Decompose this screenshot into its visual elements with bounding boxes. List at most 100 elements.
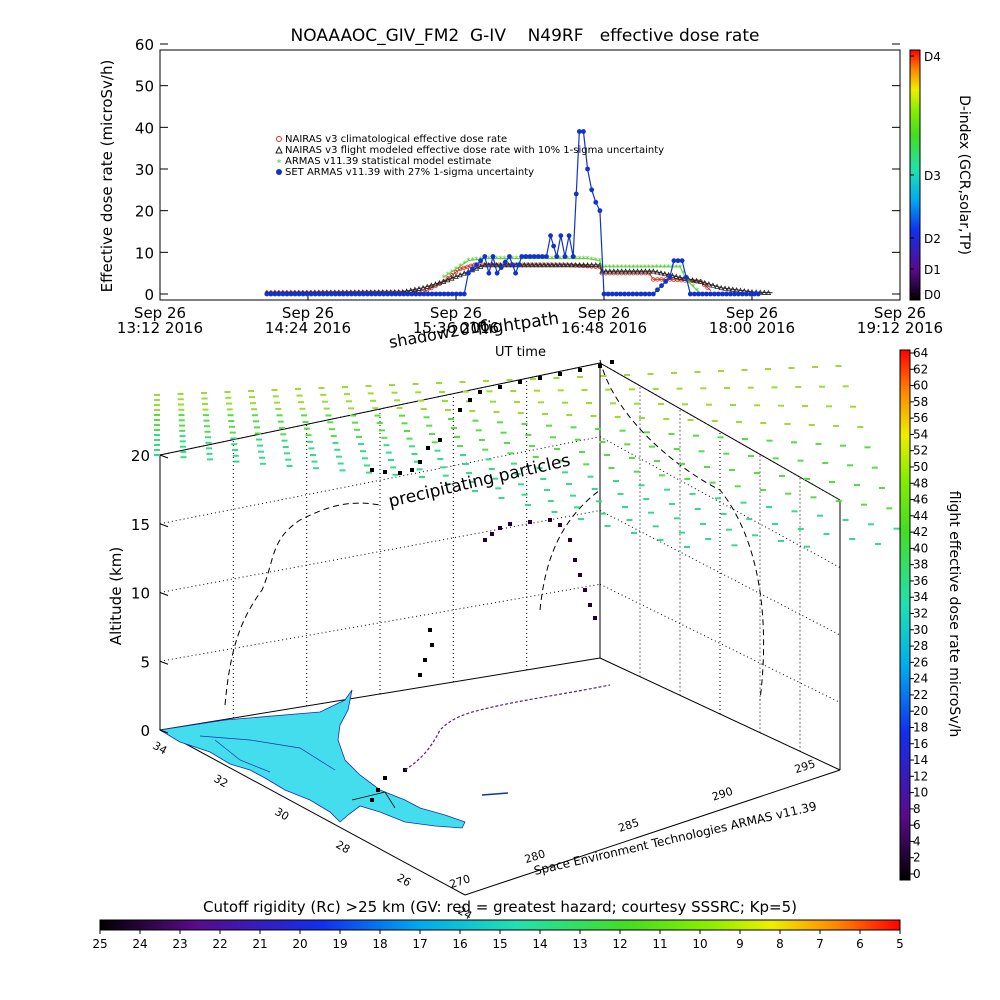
altitude-tick-label: 5 <box>140 653 150 671</box>
series-point <box>597 208 603 214</box>
series-point: * <box>466 257 470 266</box>
series-point: * <box>475 256 479 265</box>
series-point <box>441 278 447 284</box>
series-point <box>473 265 480 271</box>
rigidity-tick-label: 20 <box>292 937 307 951</box>
dose-colorbar-tick-label: 16 <box>913 737 928 751</box>
series-point <box>523 254 529 259</box>
top-legend: NAIRAS v3 climatological effective dose … <box>275 134 664 178</box>
series-point <box>727 291 733 297</box>
series-point <box>677 274 683 280</box>
series-point: * <box>554 255 558 264</box>
flight-point <box>376 788 380 792</box>
series-point: * <box>530 255 534 264</box>
dose-colorbar-tick-label: 56 <box>913 411 928 425</box>
dindex-label: D-index (GCR,solar,TP) <box>956 95 972 255</box>
rigidity-tick-label: 18 <box>372 937 387 951</box>
series-point: * <box>510 255 514 264</box>
dose-colorbar-tick-label: 20 <box>913 704 928 718</box>
series-point: * <box>608 263 612 272</box>
flight-point <box>478 390 482 394</box>
dose-colorbar-tick-label: 32 <box>913 607 928 621</box>
series-point <box>268 291 274 297</box>
series-point <box>618 291 623 297</box>
flight-point <box>573 558 577 562</box>
flight-point <box>598 364 602 368</box>
series-point <box>529 261 535 268</box>
island <box>481 792 509 796</box>
top-plot-frame <box>159 49 901 301</box>
flight-point <box>398 471 402 475</box>
series-point <box>328 291 334 297</box>
series-point: * <box>612 263 616 272</box>
longitude-tick-label: 295 <box>793 757 817 776</box>
series-point: * <box>647 263 651 272</box>
grid-line <box>159 510 601 593</box>
series-point <box>401 291 407 297</box>
dose-colorbar-tick-label: 34 <box>913 590 928 604</box>
series-point <box>516 262 522 268</box>
series-point: * <box>454 265 458 274</box>
series-point <box>687 291 693 297</box>
dose-colorbar-tick-label: 60 <box>913 379 928 393</box>
series-line <box>443 258 701 295</box>
series-point: * <box>586 255 590 264</box>
series-point: * <box>655 263 659 272</box>
dindex-tick-label: D1 <box>924 263 941 277</box>
series-point: * <box>442 273 446 282</box>
flight-point <box>498 385 502 389</box>
series-point <box>663 279 669 284</box>
series-point <box>722 285 728 291</box>
series-point: * <box>623 263 627 272</box>
series-point <box>615 268 621 274</box>
flight-point <box>468 398 472 402</box>
series-point <box>272 291 278 297</box>
series-point <box>630 291 636 297</box>
dose-rate-colorbar-ticks: 0246810121416182022242628303234363840424… <box>910 346 928 881</box>
wall-shadow <box>539 489 601 611</box>
series-point <box>747 291 753 297</box>
series-point <box>589 187 595 193</box>
rigidity-tick-label: 16 <box>452 937 467 951</box>
flight-path <box>370 360 614 802</box>
series-point <box>642 268 649 274</box>
series-point: * <box>514 255 518 264</box>
flight-point <box>438 438 442 442</box>
series-point <box>316 291 322 297</box>
series-point: * <box>562 255 566 264</box>
series-point <box>708 291 713 297</box>
latitude-axis: 34 32 30 28 26 24 <box>151 739 475 922</box>
series-point: * <box>542 255 546 264</box>
series-point <box>607 268 613 274</box>
series-point <box>638 268 645 274</box>
series-point <box>441 291 447 297</box>
dose-colorbar-tick-label: 40 <box>913 541 928 555</box>
series-point: * <box>662 263 666 272</box>
series-point <box>711 291 717 297</box>
3d-box <box>159 359 841 896</box>
altitude-tick-label: 0 <box>140 722 150 740</box>
series-point: * <box>619 263 623 272</box>
top-x-tick-label-time: 19:12 2016 <box>857 319 943 337</box>
dose-colorbar-tick-label: 50 <box>913 460 928 474</box>
series-point <box>755 291 761 297</box>
series-point: * <box>600 263 604 272</box>
flight-point <box>548 518 552 522</box>
wall-shadow <box>599 359 765 701</box>
dindex-tick-label: D2 <box>924 232 941 246</box>
series-point <box>561 261 567 268</box>
series-point <box>320 291 326 297</box>
top-y-tick-label: 60 <box>135 36 154 54</box>
series-point <box>735 291 741 297</box>
series-point <box>498 265 504 271</box>
series-point <box>296 291 302 297</box>
dose-colorbar-tick-label: 30 <box>913 623 928 637</box>
series-point <box>357 291 362 297</box>
series-point <box>585 166 590 172</box>
series-point <box>584 261 591 268</box>
series-point <box>706 281 712 287</box>
rigidity-tick-label: 17 <box>412 937 427 951</box>
series-point <box>655 287 660 293</box>
series-point: * <box>558 255 562 264</box>
